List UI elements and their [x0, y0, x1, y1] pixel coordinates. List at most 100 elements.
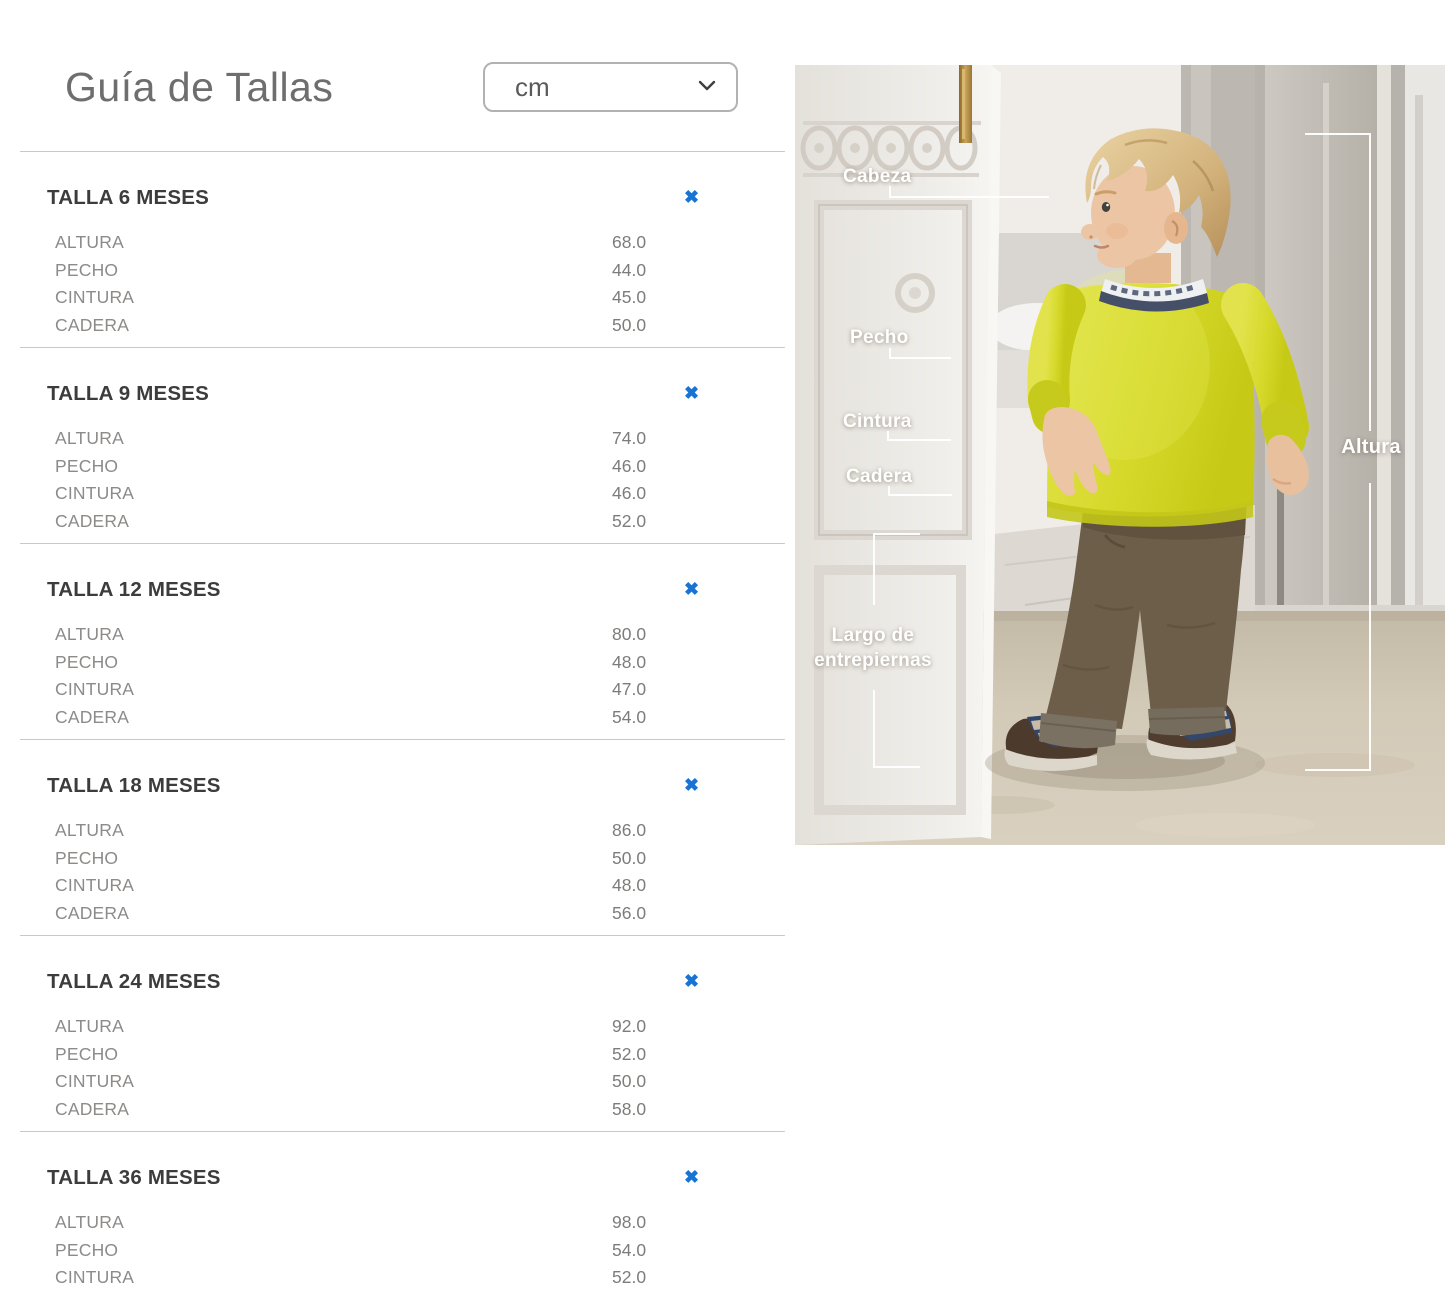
measurement-label: ALTURA	[55, 428, 124, 448]
measurement-row: PECHO 48.0	[20, 649, 785, 677]
measurement-value: 92.0	[612, 1016, 647, 1036]
close-icon[interactable]: ✖	[680, 576, 703, 602]
unit-select[interactable]: cm	[483, 62, 738, 112]
measurement-label: PECHO	[55, 651, 119, 672]
size-section-title: TALLA 36 MESES	[47, 1166, 221, 1189]
size-section-title: TALLA 12 MESES	[47, 578, 221, 601]
size-section-title: TALLA 6 MESES	[47, 186, 210, 209]
measurement-value: 86.0	[612, 820, 647, 840]
header-bar: Guía de Tallas cm	[65, 62, 738, 112]
bracket-cadera	[888, 486, 952, 496]
measurement-value: 68.0	[612, 232, 647, 252]
measurement-value: 50.0	[612, 1071, 647, 1091]
measurement-row: PECHO 44.0	[20, 257, 785, 285]
measurement-row: ALTURA 86.0	[20, 817, 785, 845]
label-cintura: Cintura	[843, 411, 912, 432]
measurement-value: 52.0	[612, 510, 647, 531]
measurement-row: CINTURA 47.0	[20, 676, 785, 704]
measurement-label: CADERA	[55, 510, 130, 531]
measurement-photo: Cabeza Pecho Cintura Cadera Largo de ent…	[795, 65, 1445, 845]
size-section-6-meses: TALLA 6 MESES ✖ ALTURA 68.0 PECHO 44.0 CIN…	[20, 151, 785, 347]
measurement-label: CINTURA	[55, 483, 135, 503]
measurement-row: CINTURA 48.0	[20, 872, 785, 900]
measurement-value: 50.0	[612, 847, 647, 868]
size-guide-photo-illustration	[795, 65, 1445, 845]
measurement-value: 58.0	[612, 1098, 647, 1119]
close-icon[interactable]: ✖	[680, 772, 703, 798]
measurement-label: CINTURA	[55, 679, 135, 699]
measurement-value: 46.0	[612, 483, 647, 503]
measurement-row: CADERA 56.0	[20, 900, 785, 928]
measurement-value: 52.0	[612, 1267, 647, 1287]
size-section-12-meses: TALLA 12 MESES ✖ ALTURA 80.0 PECHO 48.0 CI…	[20, 543, 785, 739]
measurement-label: PECHO	[55, 847, 119, 868]
measurement-value: 46.0	[612, 455, 647, 476]
measurement-row: ALTURA 74.0	[20, 425, 785, 453]
close-icon[interactable]: ✖	[680, 1164, 703, 1190]
measurement-label: CADERA	[55, 314, 130, 335]
bracket-largo-de-entrepiernas	[873, 533, 920, 768]
measurement-value: 44.0	[612, 259, 647, 280]
measurement-value: 74.0	[612, 428, 647, 448]
measurement-row: CINTURA 45.0	[20, 284, 785, 312]
size-section-24-meses: TALLA 24 MESES ✖ ALTURA 92.0 PECHO 52.0 CI…	[20, 935, 785, 1131]
close-icon[interactable]: ✖	[680, 968, 703, 994]
page-title: Guía de Tallas	[65, 63, 334, 110]
measurement-row: CADERA 50.0	[20, 312, 785, 340]
measurement-value: 54.0	[612, 1239, 647, 1260]
measurement-value: 48.0	[612, 651, 647, 672]
chevron-down-icon	[698, 78, 716, 96]
size-sections: TALLA 6 MESES ✖ ALTURA 68.0 PECHO 44.0 CIN…	[20, 151, 785, 1297]
measurement-value: 56.0	[612, 902, 647, 923]
size-section-36-meses: TALLA 36 MESES ✖ ALTURA 98.0 PECHO 54.0 CI…	[20, 1131, 785, 1297]
measurement-row: ALTURA 92.0	[20, 1013, 785, 1041]
measurement-row: ALTURA 98.0	[20, 1209, 785, 1237]
measurement-row: ALTURA 80.0	[20, 621, 785, 649]
measurement-label: ALTURA	[55, 1212, 124, 1232]
measurement-value: 60.0	[612, 1292, 646, 1297]
bracket-pecho	[889, 348, 951, 359]
bracket-altura	[1305, 133, 1371, 771]
measurement-label: PECHO	[55, 455, 119, 476]
measurement-row: PECHO 46.0	[20, 453, 785, 481]
bracket-cabeza	[889, 186, 1049, 198]
measurement-row: CADERA 60.0	[20, 1292, 785, 1297]
measurement-label: ALTURA	[55, 820, 124, 840]
measurement-label: CADERA	[55, 1295, 129, 1297]
measurement-label: ALTURA	[55, 232, 124, 252]
label-altura: Altura	[1341, 436, 1401, 458]
measurement-label: CINTURA	[55, 875, 135, 895]
measurement-label: CADERA	[55, 1098, 130, 1119]
measurement-row: CINTURA 52.0	[20, 1264, 785, 1292]
measurement-label: CINTURA	[55, 1267, 135, 1287]
measurement-row: CINTURA 46.0	[20, 480, 785, 508]
label-pecho: Pecho	[850, 327, 909, 348]
size-guide-panel: Guía de Tallas cm TALLA 6 MESES ✖ ALTURA…	[20, 0, 785, 1297]
measurement-row: PECHO 54.0	[20, 1237, 785, 1265]
measurement-value: 80.0	[612, 624, 647, 644]
measurement-row: CADERA 52.0	[20, 508, 785, 536]
measurement-value: 52.0	[612, 1043, 647, 1064]
label-cabeza: Cabeza	[843, 166, 912, 187]
measurement-row: ALTURA 68.0	[20, 229, 785, 257]
size-section-title: TALLA 24 MESES	[47, 970, 221, 993]
measurement-value: 54.0	[612, 706, 647, 727]
size-section-18-meses: TALLA 18 MESES ✖ ALTURA 86.0 PECHO 50.0 CI…	[20, 739, 785, 935]
bracket-cintura	[887, 431, 951, 441]
measurement-value: 45.0	[612, 287, 647, 307]
measurement-label: PECHO	[55, 1239, 119, 1260]
measurement-label: CADERA	[55, 902, 130, 923]
measurement-value: 50.0	[612, 314, 647, 335]
measurement-row: CINTURA 50.0	[20, 1068, 785, 1096]
measurement-label: PECHO	[55, 1043, 119, 1064]
measurement-row: CADERA 54.0	[20, 704, 785, 732]
measurement-value: 48.0	[612, 875, 647, 895]
measurement-row: PECHO 50.0	[20, 845, 785, 873]
unit-select-value: cm	[515, 71, 550, 102]
size-section-title: TALLA 9 MESES	[47, 382, 210, 405]
close-icon[interactable]: ✖	[680, 184, 703, 210]
measurement-label: ALTURA	[55, 1016, 124, 1036]
close-icon[interactable]: ✖	[680, 380, 703, 406]
measurement-label: CINTURA	[55, 287, 135, 307]
